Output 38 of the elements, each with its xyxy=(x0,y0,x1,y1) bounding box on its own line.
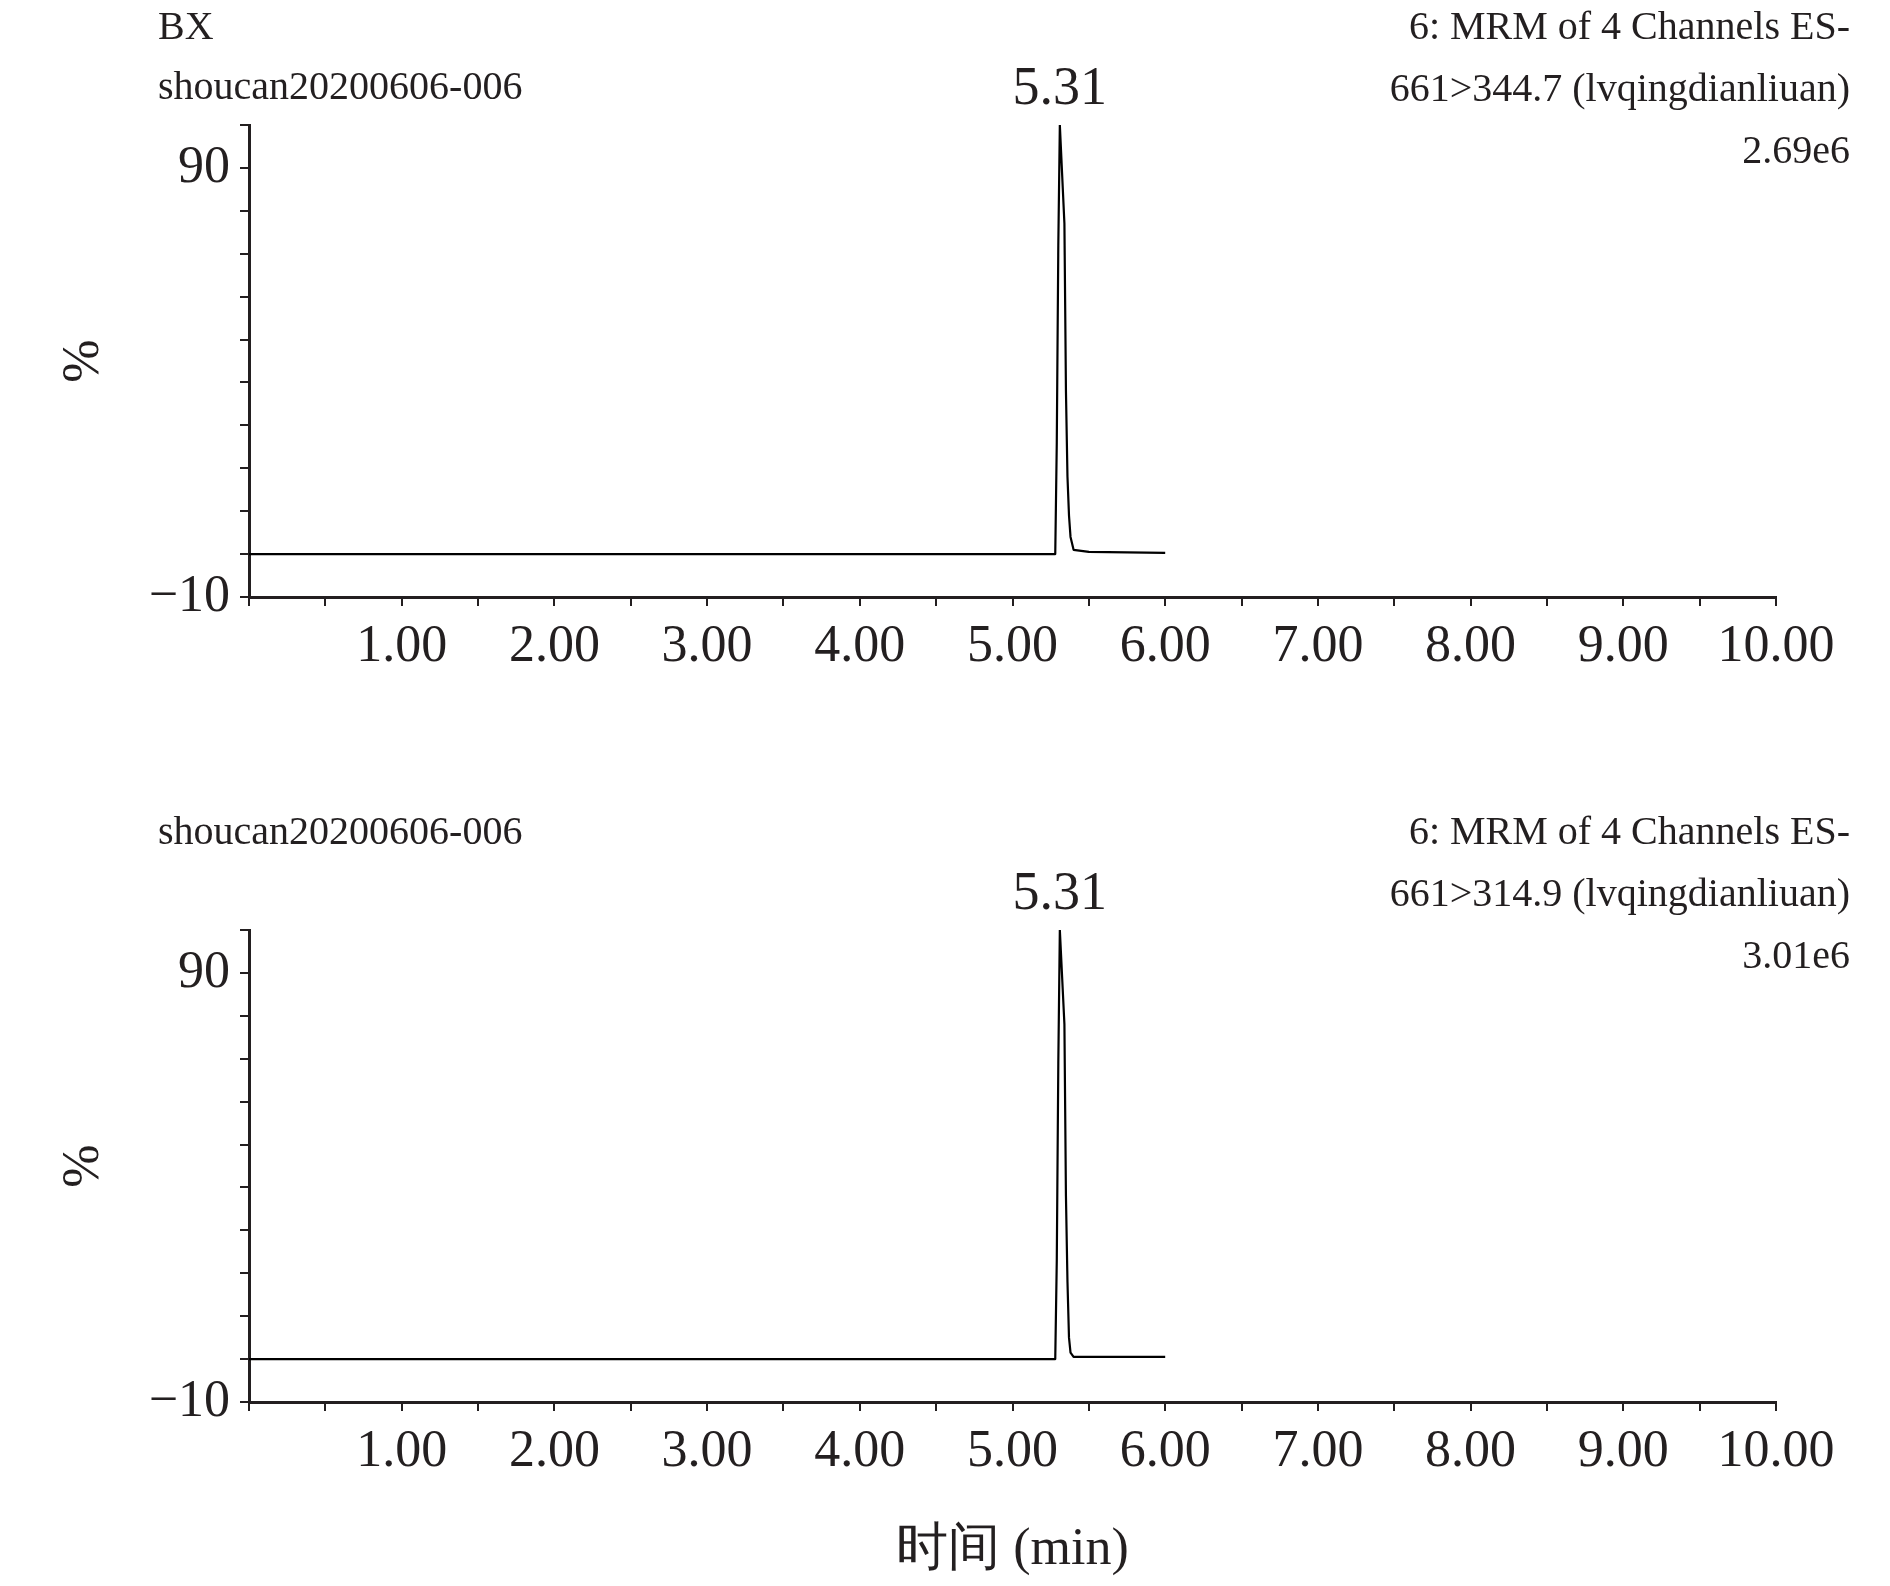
x-tick-label: 5.00 xyxy=(967,1419,1058,1477)
x-tick-label: 6.00 xyxy=(1119,614,1211,672)
y-tick-label: 90 xyxy=(178,940,230,998)
x-tick-label: 3.00 xyxy=(661,614,753,672)
x-tick-label: 7.00 xyxy=(1272,614,1364,672)
chart-subtitle: shoucan20200606-006 xyxy=(158,62,523,108)
x-tick-label: 10.00 xyxy=(1717,1419,1835,1477)
x-tick-label: 8.00 xyxy=(1425,1419,1517,1477)
y-tick-label: −10 xyxy=(148,564,230,622)
x-tick-label: 3.00 xyxy=(661,1419,753,1477)
x-tick-label: 6.00 xyxy=(1119,1419,1211,1477)
chart-subtitle: shoucan20200606-006 xyxy=(158,807,523,853)
y-axis-title: % xyxy=(51,1144,109,1188)
annotation: 2.69e6 xyxy=(1742,126,1850,172)
x-tick-label: 1.00 xyxy=(356,1419,448,1477)
annotation: 5.31 xyxy=(1012,861,1108,922)
y-tick-label: −10 xyxy=(148,1369,230,1427)
x-tick-label: 4.00 xyxy=(814,614,906,672)
x-tick-label: 4.00 xyxy=(814,1419,906,1477)
y-axis-title: % xyxy=(51,339,109,383)
x-tick-label: 2.00 xyxy=(508,614,600,672)
x-axis-title: 时间 (min) xyxy=(896,1518,1129,1577)
text: 661>314.9 (lvqingdianliuan) xyxy=(1389,869,1850,915)
text: 661>344.7 (lvqingdianliuan) xyxy=(1389,64,1850,110)
annotation: 5.31 xyxy=(1012,56,1108,117)
x-tick-label: 1.00 xyxy=(356,614,448,672)
y-tick-label: 90 xyxy=(178,135,230,193)
x-tick-label: 7.00 xyxy=(1272,1419,1364,1477)
text: 6: MRM of 4 Channels ES- xyxy=(1408,807,1850,853)
x-tick-label: 8.00 xyxy=(1425,614,1517,672)
x-tick-label: 2.00 xyxy=(508,1419,600,1477)
text: 6: MRM of 4 Channels ES- xyxy=(1408,2,1850,48)
x-tick-label: 5.00 xyxy=(967,614,1058,672)
x-tick-label: 9.00 xyxy=(1577,1419,1669,1477)
x-tick-label: 10.00 xyxy=(1717,614,1835,672)
x-tick-label: 9.00 xyxy=(1577,614,1669,672)
chart-title: BX xyxy=(158,2,214,48)
annotation: 3.01e6 xyxy=(1742,931,1850,977)
